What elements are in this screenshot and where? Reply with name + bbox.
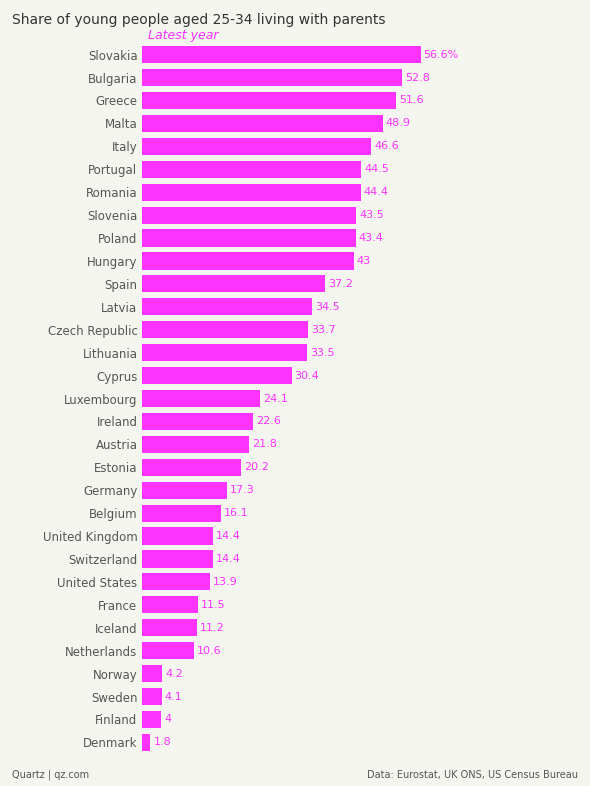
Bar [142, 230, 356, 247]
Text: 33.7: 33.7 [311, 325, 336, 335]
Bar [142, 160, 361, 178]
Text: 20.2: 20.2 [244, 462, 269, 472]
Bar [142, 390, 260, 407]
Text: Data: Eurostat, UK ONS, US Census Bureau: Data: Eurostat, UK ONS, US Census Bureau [367, 769, 578, 780]
Bar [142, 527, 212, 545]
Text: 52.8: 52.8 [405, 72, 430, 83]
Text: 48.9: 48.9 [386, 119, 411, 128]
Text: 17.3: 17.3 [230, 485, 255, 495]
Bar [142, 482, 227, 499]
Bar [142, 92, 396, 109]
Text: 11.5: 11.5 [201, 600, 226, 610]
Bar [142, 275, 325, 292]
Text: 43: 43 [356, 256, 371, 266]
Text: 34.5: 34.5 [314, 302, 339, 312]
Text: 13.9: 13.9 [213, 577, 238, 587]
Bar [142, 115, 383, 132]
Bar [142, 321, 308, 338]
Bar [142, 367, 291, 384]
Bar [142, 252, 353, 270]
Bar [142, 711, 161, 728]
Text: 24.1: 24.1 [263, 394, 289, 403]
Bar [142, 665, 162, 682]
Text: 51.6: 51.6 [399, 95, 424, 105]
Bar [142, 597, 198, 613]
Bar [142, 619, 197, 637]
Bar [142, 207, 356, 224]
Text: 44.5: 44.5 [364, 164, 389, 174]
Text: 43.5: 43.5 [359, 210, 384, 220]
Text: 56.6%: 56.6% [424, 50, 459, 60]
Bar [142, 435, 249, 453]
Bar [142, 344, 307, 362]
Text: 43.4: 43.4 [359, 233, 384, 243]
Bar [142, 298, 312, 315]
Bar [142, 138, 371, 155]
Bar [142, 573, 210, 590]
Text: 4.2: 4.2 [165, 669, 183, 678]
Text: 14.4: 14.4 [215, 554, 241, 564]
Text: 33.5: 33.5 [310, 347, 335, 358]
Bar [142, 184, 360, 200]
Text: 11.2: 11.2 [200, 623, 225, 633]
Text: 16.1: 16.1 [224, 508, 248, 518]
Bar [142, 459, 241, 476]
Text: Latest year: Latest year [148, 29, 218, 42]
Text: 37.2: 37.2 [328, 279, 353, 289]
Text: 4: 4 [164, 714, 172, 725]
Bar [142, 642, 194, 659]
Bar [142, 46, 421, 63]
Text: 14.4: 14.4 [215, 531, 241, 541]
Text: 44.4: 44.4 [363, 187, 388, 197]
Text: 1.8: 1.8 [153, 737, 171, 747]
Text: 4.1: 4.1 [165, 692, 182, 702]
Bar [142, 413, 253, 430]
Text: 10.6: 10.6 [197, 645, 221, 656]
Text: Share of young people aged 25-34 living with parents: Share of young people aged 25-34 living … [12, 13, 385, 27]
Bar [142, 69, 402, 86]
Text: 21.8: 21.8 [252, 439, 277, 450]
Text: 22.6: 22.6 [256, 417, 281, 427]
Text: 30.4: 30.4 [294, 370, 319, 380]
Text: 46.6: 46.6 [375, 141, 399, 152]
Bar [142, 688, 162, 705]
Bar [142, 734, 150, 751]
Bar [142, 505, 221, 522]
Text: Quartz | qz.com: Quartz | qz.com [12, 769, 89, 780]
Bar [142, 550, 212, 567]
